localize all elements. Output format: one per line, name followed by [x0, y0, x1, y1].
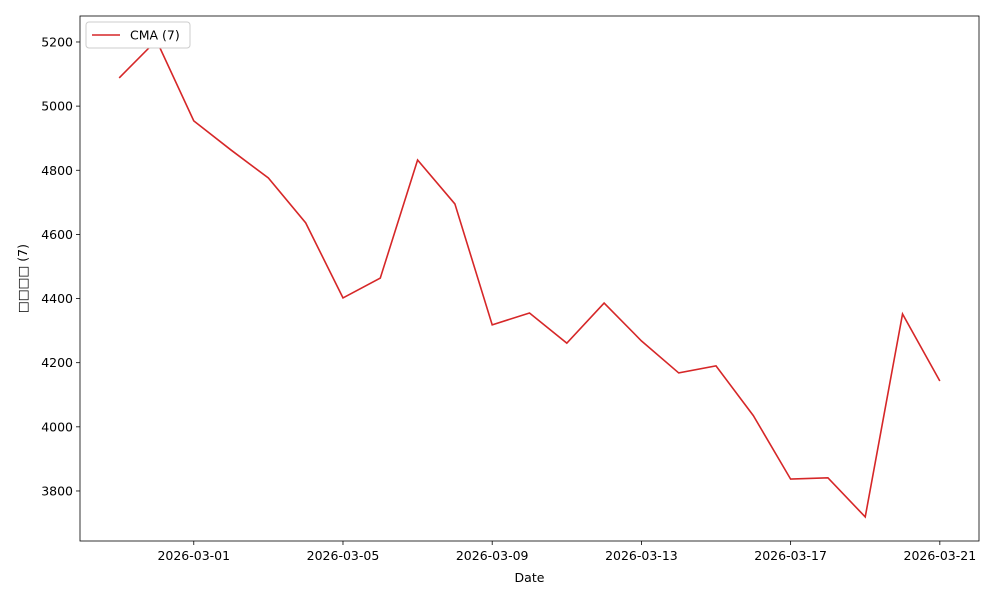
- y-tick-label: 4400: [41, 291, 73, 306]
- x-tick-label: 2026-03-13: [605, 548, 678, 563]
- legend-label: CMA (7): [130, 28, 180, 43]
- y-tick-label: 4600: [41, 227, 73, 242]
- y-tick-label: 3800: [41, 483, 73, 498]
- y-tick-label: 5200: [41, 34, 73, 49]
- x-tick-label: 2026-03-21: [904, 548, 977, 563]
- y-axis-label: □□□□ (7): [15, 244, 30, 313]
- y-tick-label: 4800: [41, 163, 73, 178]
- x-axis-label: Date: [515, 570, 545, 585]
- legend-box: [85, 21, 191, 49]
- x-tick-label: 2026-03-05: [307, 548, 380, 563]
- y-tick-label: 5000: [41, 99, 73, 114]
- y-tick-label: 4200: [41, 355, 73, 370]
- data-line: [118, 38, 941, 519]
- x-tick-label: 2026-03-17: [754, 548, 827, 563]
- plot-frame: [79, 15, 980, 542]
- x-tick-label: 2026-03-01: [157, 548, 230, 563]
- x-tick-label: 2026-03-09: [456, 548, 529, 563]
- y-tick-label: 4000: [41, 419, 73, 434]
